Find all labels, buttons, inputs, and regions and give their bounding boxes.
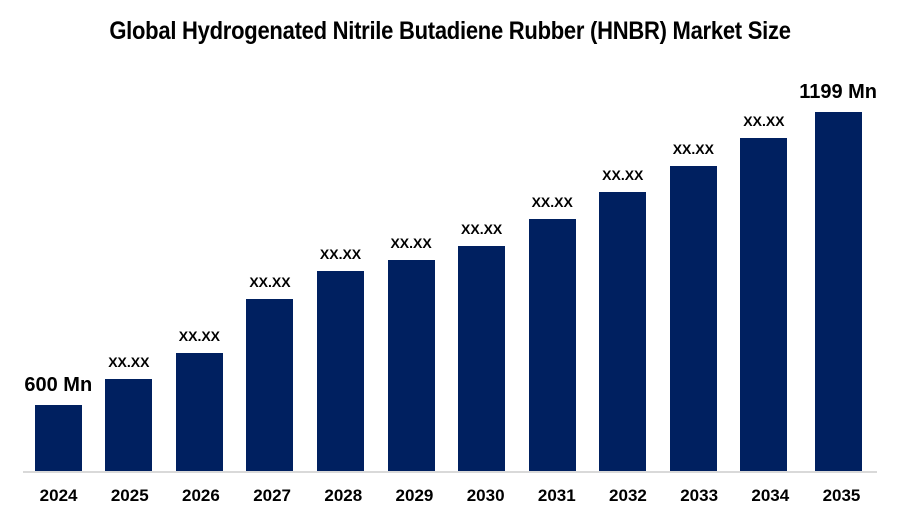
x-axis-label: 2030 (466, 486, 505, 505)
bar (105, 379, 153, 471)
bar-value-label: XX.XX (249, 273, 291, 290)
bar-column: XX.XX (94, 75, 165, 471)
bar-value-label: XX.XX (390, 234, 432, 251)
x-axis-label: 2025 (110, 486, 149, 505)
bar (175, 353, 223, 471)
bar-column: 1199 Mn (799, 75, 877, 471)
bar (740, 138, 788, 471)
bar (599, 192, 647, 471)
bar (317, 271, 365, 471)
bar-value-label: XX.XX (319, 245, 362, 262)
bar-column: 600 Mn (23, 75, 94, 471)
bar-column: XX.XX (305, 75, 376, 471)
bar-value-label: 1199 Mn (799, 81, 878, 103)
bar (246, 299, 294, 471)
bar-value-label: XX.XX (108, 353, 150, 370)
x-axis-label: 2024 (39, 486, 78, 505)
x-axis-label: 2028 (324, 486, 363, 505)
bar-value-label: XX.XX (178, 327, 221, 344)
bar-value-label: XX.XX (672, 140, 714, 157)
plot-area: 600 Mn XX.XX XX.XX XX.XX XX.XX XX.XX XX.XX XX.X… (23, 75, 877, 473)
bar (34, 405, 82, 471)
bar-value-label: XX.XX (531, 193, 573, 210)
bar (669, 166, 717, 471)
x-axis-label: 2029 (395, 486, 434, 505)
x-axis-label: 2034 (751, 486, 790, 505)
bar-column: XX.XX (376, 75, 447, 471)
bar (458, 246, 506, 471)
bar-value-label: XX.XX (602, 166, 644, 183)
bar (528, 219, 576, 471)
bar-column: XX.XX (658, 75, 729, 471)
bar-column: XX.XX (588, 75, 659, 471)
bar-column: XX.XX (164, 75, 235, 471)
x-axis-label: 2033 (680, 486, 719, 505)
bar-column: XX.XX (729, 75, 800, 471)
x-axis: 2024 2025 2026 2027 2028 2029 2030 2031 2032 2033… (23, 486, 877, 506)
bar-value-label: 600 Mn (24, 374, 93, 396)
bar-column: XX.XX (446, 75, 517, 471)
x-axis-label: 2032 (609, 486, 647, 505)
bar-value-label: XX.XX (743, 112, 785, 129)
x-axis-label: 2027 (253, 486, 292, 505)
bar-column: XX.XX (235, 75, 306, 471)
bar (387, 260, 435, 471)
bar-column: XX.XX (517, 75, 588, 471)
bar-value-label: XX.XX (461, 220, 503, 237)
chart-title: Global Hydrogenated Nitrile Butadiene Ru… (109, 17, 791, 45)
bar (814, 112, 862, 471)
x-axis-label: 2031 (537, 486, 576, 505)
x-axis-label: 2026 (182, 486, 220, 505)
x-axis-label: 2035 (822, 486, 861, 505)
